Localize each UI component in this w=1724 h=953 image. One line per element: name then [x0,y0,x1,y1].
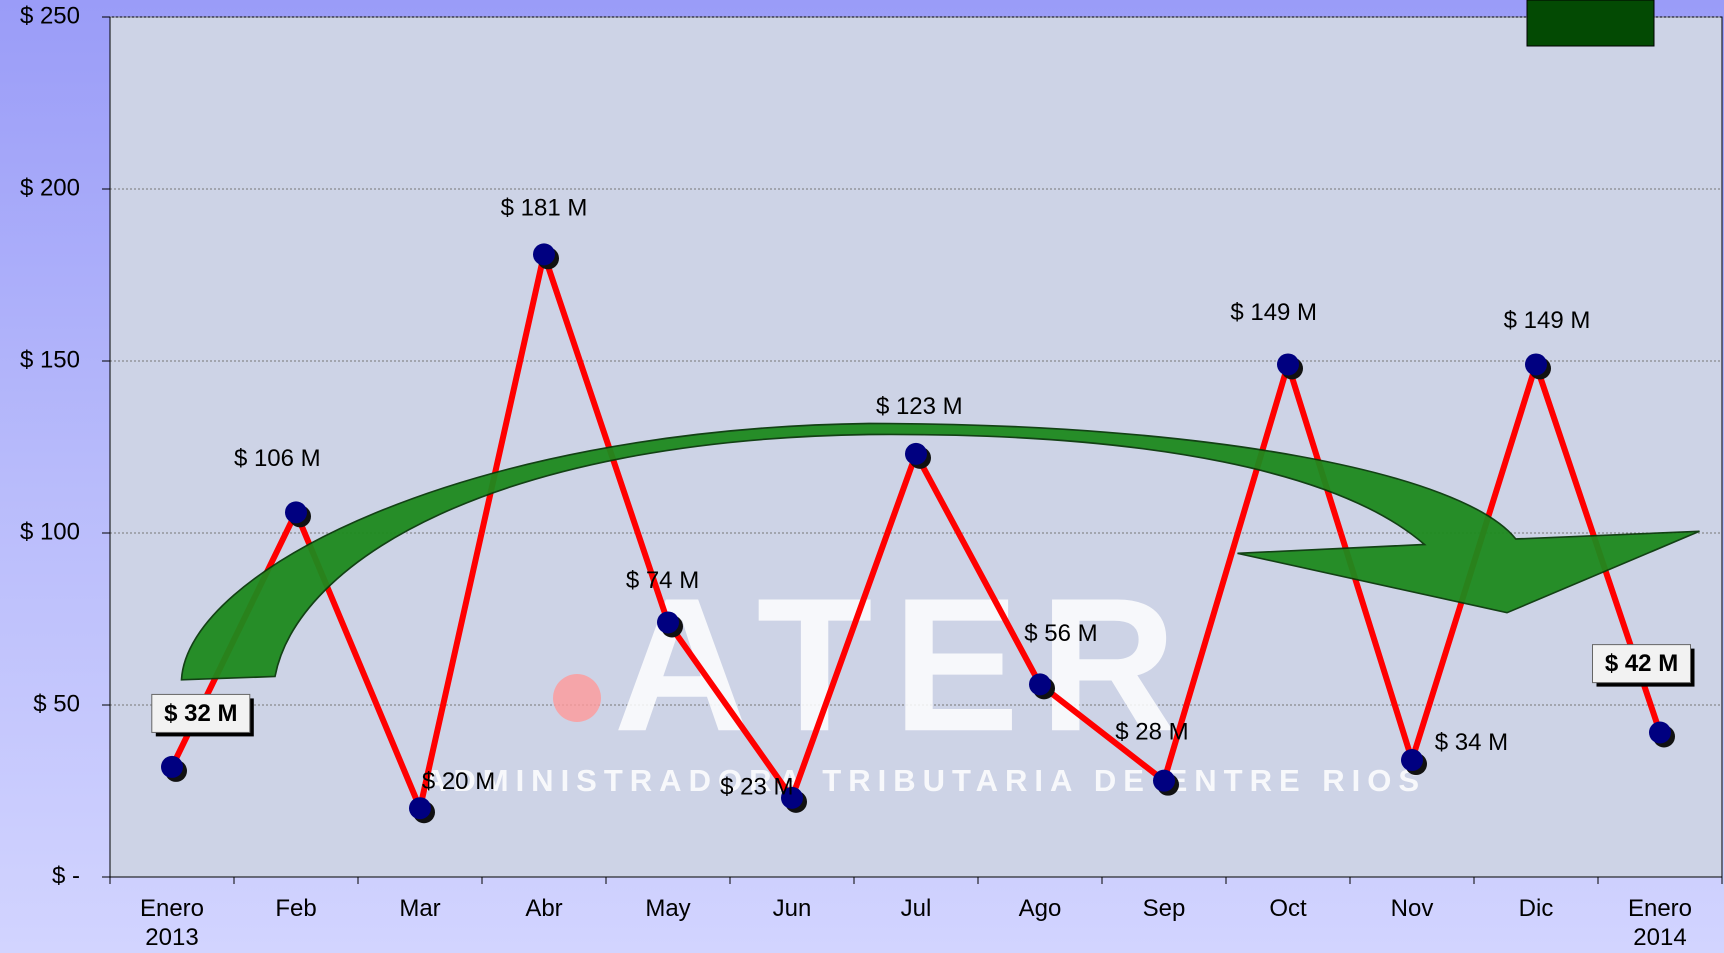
value-label: $ 123 M [876,393,963,420]
marker [781,786,803,809]
legend-box [1526,0,1655,47]
x-tick-label: Enero 2014 [1627,895,1693,951]
x-tick-label: Sep [1142,895,1186,922]
x-tick-label: Enero 2013 [139,895,205,951]
x-tick-label: Feb [275,895,317,922]
marker [657,611,679,634]
marker [905,442,927,465]
value-label: $ 181 M [501,195,588,222]
marks [161,243,1675,824]
marker [1277,353,1299,376]
watermark-text: ADMINISTRADORA TRIBUTARIA DE ENTRE RIOS [424,763,1426,798]
value-label: $ 42 M [1605,650,1678,677]
x-tick-label: Mar [399,895,441,922]
label-box [1592,644,1691,684]
marker [1153,769,1175,792]
marker [1029,673,1051,696]
marker [1525,353,1547,376]
value-label: $ 32 M [164,700,237,727]
x-tick-label: Jun [772,895,812,922]
watermark-dot [553,674,601,722]
y-tick-label: $ 250 [20,2,80,29]
arrow [180,422,1700,681]
value-label: $ 28 M [1115,719,1188,746]
value-label: $ 149 M [1230,299,1317,326]
y-tick-label: $ 150 [20,346,80,373]
y-tick-label: $ 50 [33,690,80,717]
labels: $ - $ 50 $ 100 $ 150 $ 200 $ 250 $ 32 M $ 106 M… [20,2,1695,889]
value-label: $ 106 M [234,445,321,472]
marker [409,797,431,820]
value-label: $ 20 M [422,768,495,795]
label-box [151,693,251,733]
x-tick-label: Abr [525,895,563,922]
y-tick-label: $ 100 [20,518,80,545]
x-tick-label: Ago [1018,895,1062,922]
marker [1401,749,1423,772]
x-tick-label: Nov [1390,895,1434,922]
x-tick-label: Dic [1518,895,1554,922]
value-label: $ 149 M [1504,307,1591,334]
y-tick-label: $ - [52,862,80,889]
x-tick-label: Oct [1269,895,1307,922]
value-label: $ 23 M [720,773,793,800]
marker [285,501,307,524]
value-label: $ 34 M [1435,729,1508,756]
value-label: $ 56 M [1024,620,1097,647]
watermark-logo: ATER [613,559,1196,771]
marker [161,755,183,778]
value-label: $ 74 M [626,567,699,594]
y-tick-label: $ 200 [20,174,80,201]
x-tick-label: May [645,895,691,922]
x-tick-label: Jul [900,895,932,922]
marker [1649,721,1671,744]
marker [533,243,555,266]
